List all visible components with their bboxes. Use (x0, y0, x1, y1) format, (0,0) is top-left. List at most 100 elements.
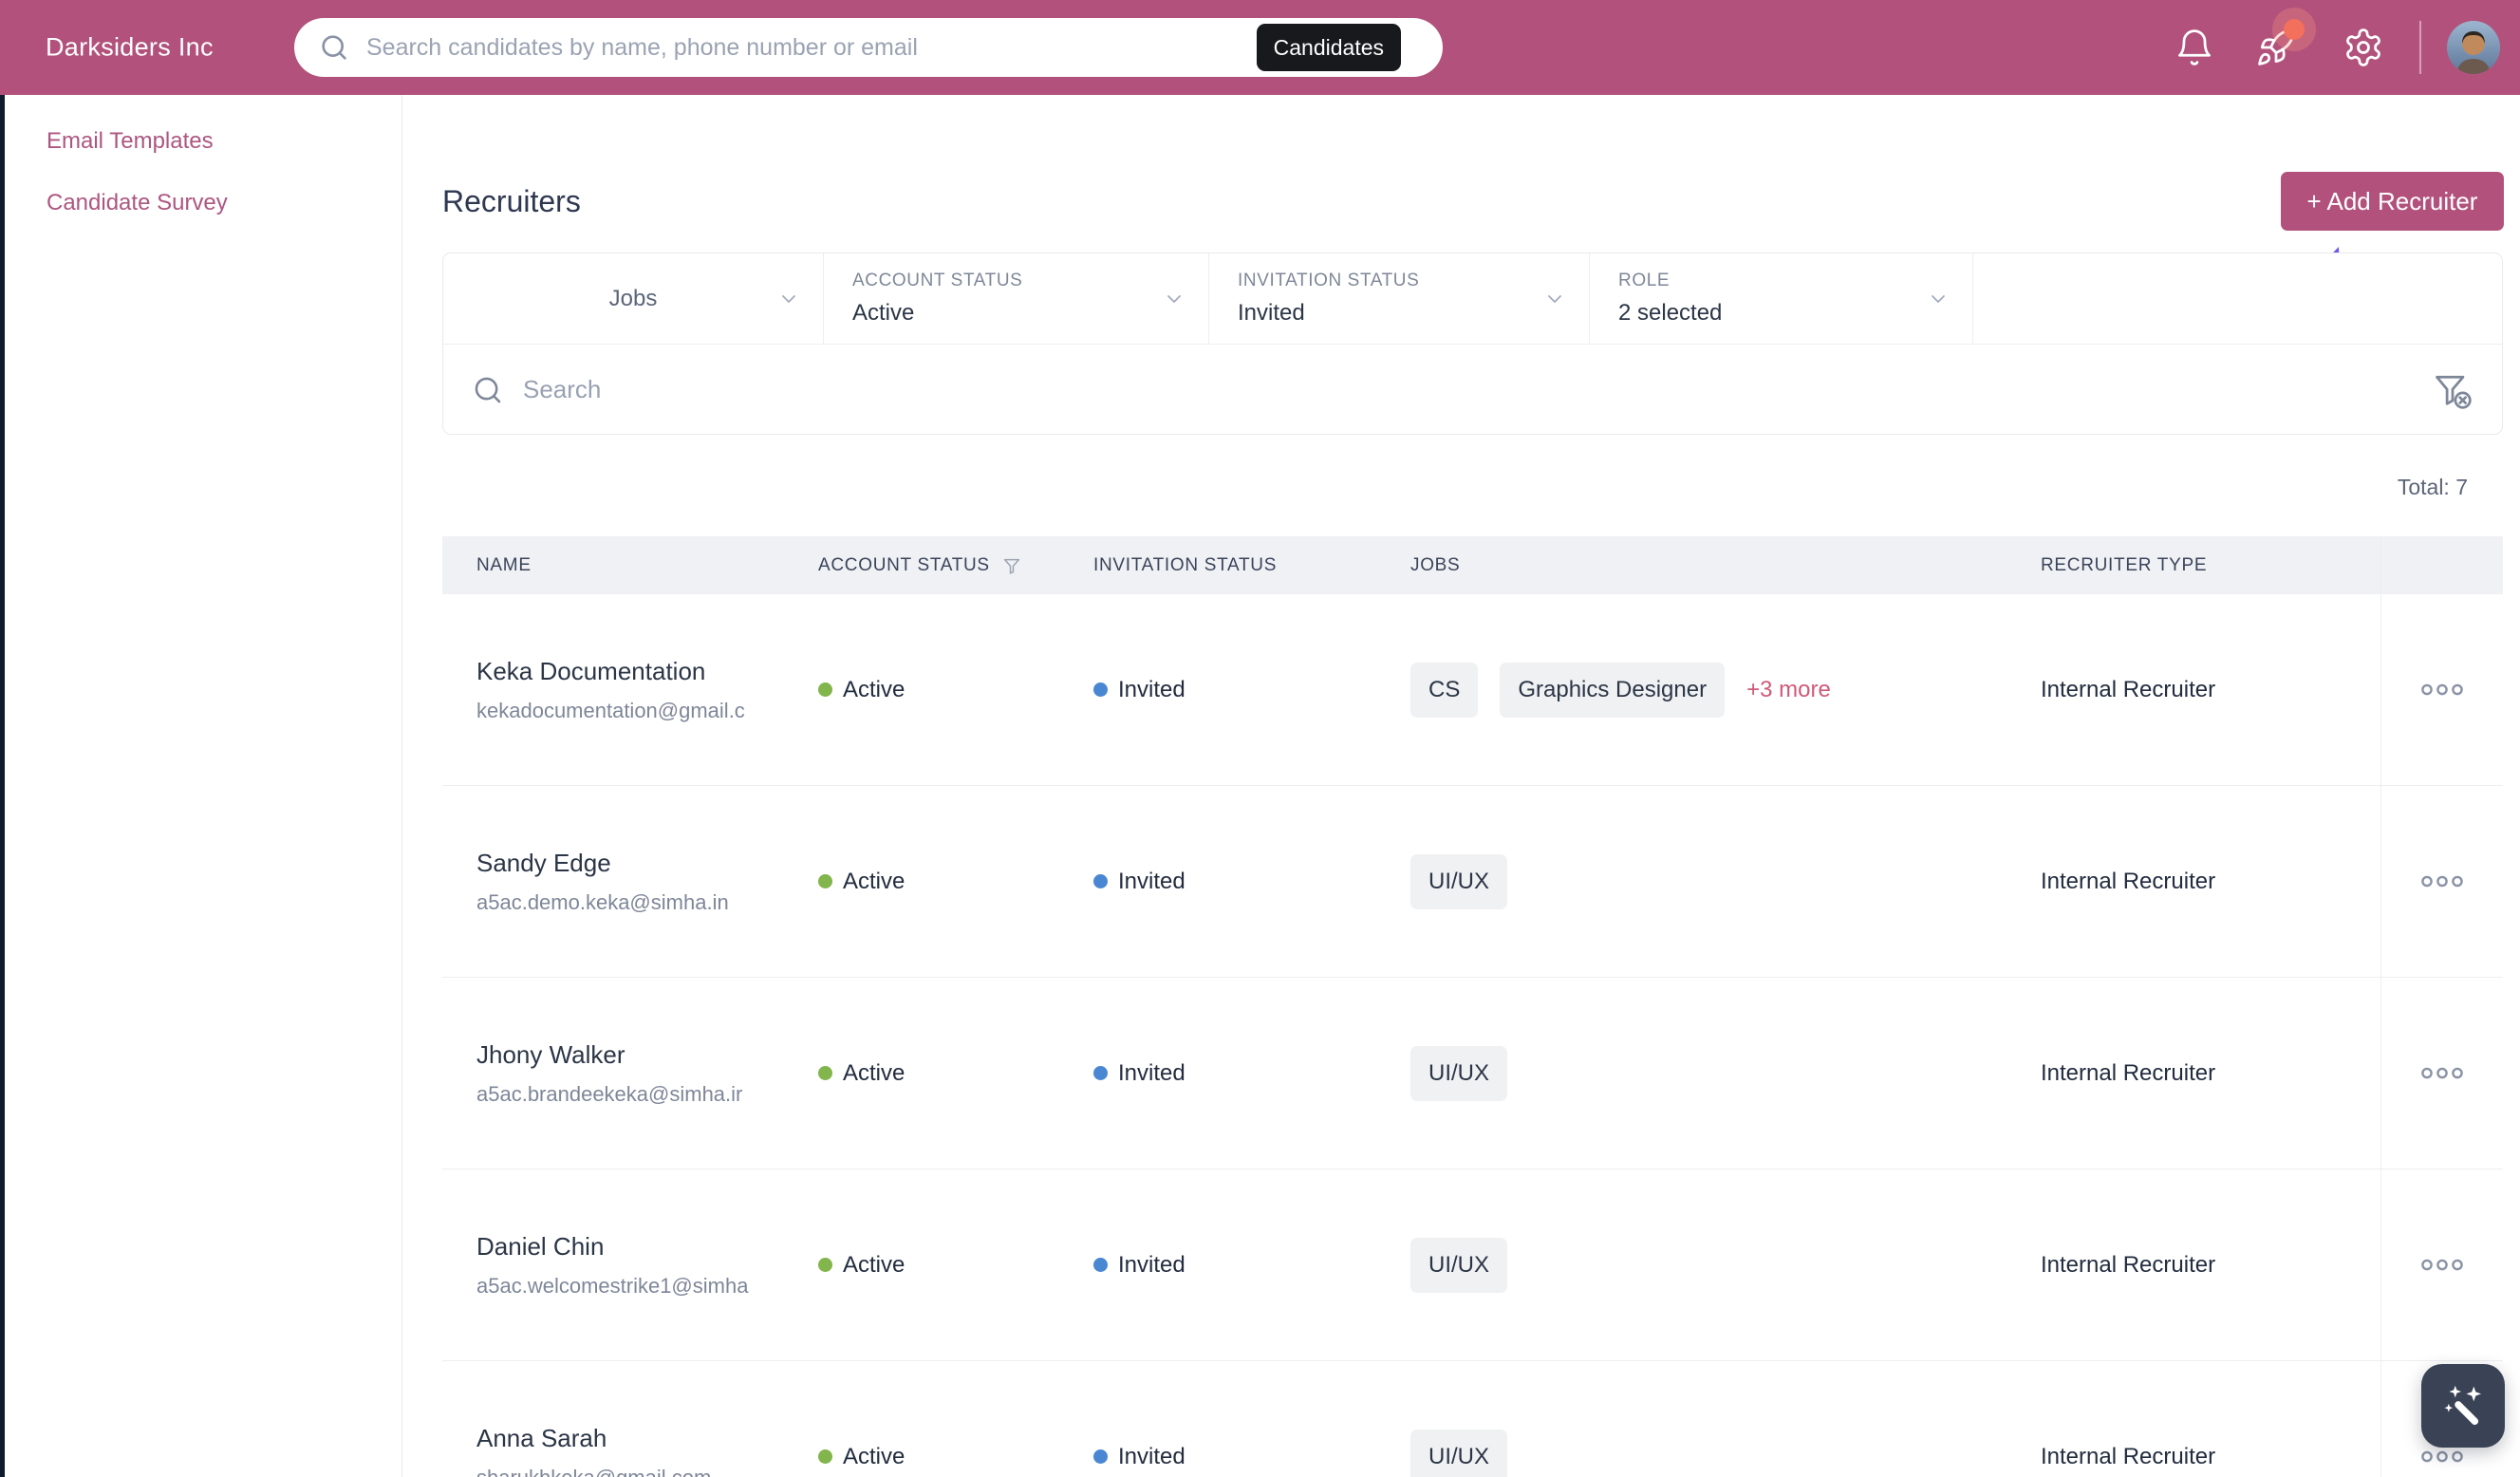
recruiter-name: Jhony Walker (476, 1039, 625, 1069)
chevron-down-icon (777, 288, 800, 310)
table-search-row (443, 345, 2502, 435)
bell-icon[interactable] (2174, 27, 2215, 68)
account-status-cell: Active (818, 1444, 1093, 1470)
recruiter-name: Sandy Edge (476, 848, 611, 877)
add-recruiter-button[interactable]: + Add Recruiter (2281, 172, 2504, 231)
header-invitation-status: INVITATION STATUS (1093, 554, 1278, 575)
search-scope-badge[interactable]: Candidates (1256, 24, 1401, 71)
clear-filters-icon[interactable] (2432, 369, 2473, 411)
recruiter-type: Internal Recruiter (2041, 1443, 2216, 1469)
topbar-divider (2419, 21, 2421, 74)
more-options-icon (2421, 1259, 2463, 1271)
active-status-dot (818, 682, 832, 697)
account-status-cell: Active (818, 1060, 1093, 1087)
account-status-value: Active (843, 1443, 905, 1469)
role-filter-dropdown[interactable]: ROLE 2 selected (1590, 253, 1973, 344)
table-body: Keka Documentation kekadocumentation@gma… (442, 594, 2503, 1477)
jobs-cell: CS Graphics Designer +3 more (1410, 662, 2041, 718)
row-actions-menu[interactable] (2380, 1169, 2503, 1360)
invitation-status-value: Invited (1118, 868, 1185, 894)
more-options-icon (2421, 1067, 2463, 1079)
chevron-down-icon (1543, 288, 1566, 310)
invitation-status-cell: Invited (1093, 1060, 1410, 1087)
filters-spacer (1973, 253, 2502, 344)
more-jobs-link[interactable]: +3 more (1746, 676, 1831, 702)
row-actions-menu[interactable] (2380, 978, 2503, 1169)
jobs-filter-label: Jobs (608, 285, 658, 311)
table-row[interactable]: Sandy Edge a5ac.demo.keka@simha.in Activ… (442, 786, 2503, 978)
active-status-dot (818, 1449, 832, 1464)
job-chip: Graphics Designer (1500, 662, 1726, 718)
invited-status-dot (1093, 1449, 1108, 1464)
gear-icon[interactable] (2343, 27, 2384, 68)
header-actions (2380, 536, 2503, 594)
magic-wand-icon (2444, 1385, 2482, 1425)
left-edge-strip (0, 95, 5, 1477)
active-status-dot (818, 1066, 832, 1080)
invitation-status-filter-label: INVITATION STATUS (1238, 271, 1420, 290)
row-actions-menu[interactable] (2380, 1361, 2503, 1477)
account-status-cell: Active (818, 1252, 1093, 1279)
notification-dot (2284, 19, 2305, 40)
recruiter-name-cell: Daniel Chin a5ac.welcomestrike1@simha (442, 1232, 818, 1299)
recruiter-name-cell: Sandy Edge a5ac.demo.keka@simha.in (442, 849, 818, 915)
jobs-cell: UI/UX (1410, 853, 2041, 909)
global-search-input[interactable] (364, 32, 1257, 63)
jobs-filter-dropdown[interactable]: Jobs (443, 253, 824, 344)
avatar[interactable] (2447, 21, 2500, 74)
company-name: Darksiders Inc (46, 32, 214, 62)
job-chip: UI/UX (1410, 1237, 1508, 1293)
invitation-status-filter-value: Invited (1238, 300, 1305, 326)
invited-status-dot (1093, 1066, 1108, 1080)
global-search[interactable]: Candidates (294, 18, 1443, 77)
recruiter-type: Internal Recruiter (2041, 868, 2216, 894)
recruiter-type: Internal Recruiter (2041, 676, 2216, 702)
row-actions-menu[interactable] (2380, 594, 2503, 785)
chevron-down-icon (1927, 288, 1950, 310)
more-options-icon (2421, 875, 2463, 888)
sidebar-item-candidate-survey[interactable]: Candidate Survey (47, 190, 228, 215)
table-row[interactable]: Daniel Chin a5ac.welcomestrike1@simha Ac… (442, 1169, 2503, 1361)
recruiter-name-cell: Anna Sarah sharukhkeka@gmail.com (442, 1424, 818, 1477)
filters-row: Jobs ACCOUNT STATUS Active INVITATION ST… (443, 253, 2502, 345)
job-chip: UI/UX (1410, 1045, 1508, 1101)
account-status-value: Active (843, 1251, 905, 1278)
magic-wand-fab[interactable] (2421, 1364, 2505, 1448)
jobs-cell: UI/UX (1410, 1237, 2041, 1293)
search-icon (319, 32, 349, 63)
invitation-status-filter-dropdown[interactable]: INVITATION STATUS Invited (1209, 253, 1590, 344)
header-account-status: ACCOUNT STATUS (818, 555, 1093, 576)
role-filter-value: 2 selected (1618, 300, 1723, 326)
filter-funnel-icon[interactable] (1001, 555, 1022, 576)
account-status-cell: Active (818, 677, 1093, 703)
row-actions-menu[interactable] (2380, 786, 2503, 977)
table-row[interactable]: Jhony Walker a5ac.brandeekeka@simha.ir A… (442, 978, 2503, 1169)
role-filter-label: ROLE (1618, 271, 1671, 290)
invited-status-dot (1093, 1258, 1108, 1272)
account-status-value: Active (843, 868, 905, 894)
active-status-dot (818, 874, 832, 888)
table-row[interactable]: Keka Documentation kekadocumentation@gma… (442, 594, 2503, 786)
page-title: Recruiters (442, 184, 581, 218)
header-jobs: JOBS (1410, 554, 1461, 575)
more-options-icon (2421, 683, 2463, 696)
recruiter-type: Internal Recruiter (2041, 1251, 2216, 1278)
job-chip: UI/UX (1410, 853, 1508, 909)
account-status-filter-dropdown[interactable]: ACCOUNT STATUS Active (824, 253, 1209, 344)
sidebar-item-email-templates[interactable]: Email Templates (47, 128, 214, 154)
account-status-filter-label: ACCOUNT STATUS (852, 271, 1023, 290)
invitation-status-value: Invited (1118, 676, 1185, 702)
invitation-status-value: Invited (1118, 1251, 1185, 1278)
recruiter-name-cell: Jhony Walker a5ac.brandeekeka@simha.ir (442, 1040, 818, 1107)
account-status-filter-value: Active (852, 300, 915, 326)
invitation-status-value: Invited (1118, 1443, 1185, 1469)
invitation-status-value: Invited (1118, 1059, 1185, 1086)
account-status-cell: Active (818, 869, 1093, 895)
account-status-value: Active (843, 1059, 905, 1086)
table-row[interactable]: Anna Sarah sharukhkeka@gmail.com Active … (442, 1361, 2503, 1477)
job-chip: UI/UX (1410, 1429, 1508, 1477)
header-name: NAME (476, 554, 532, 575)
table-search-input[interactable] (521, 374, 2432, 405)
rocket-icon[interactable] (2255, 19, 2305, 68)
